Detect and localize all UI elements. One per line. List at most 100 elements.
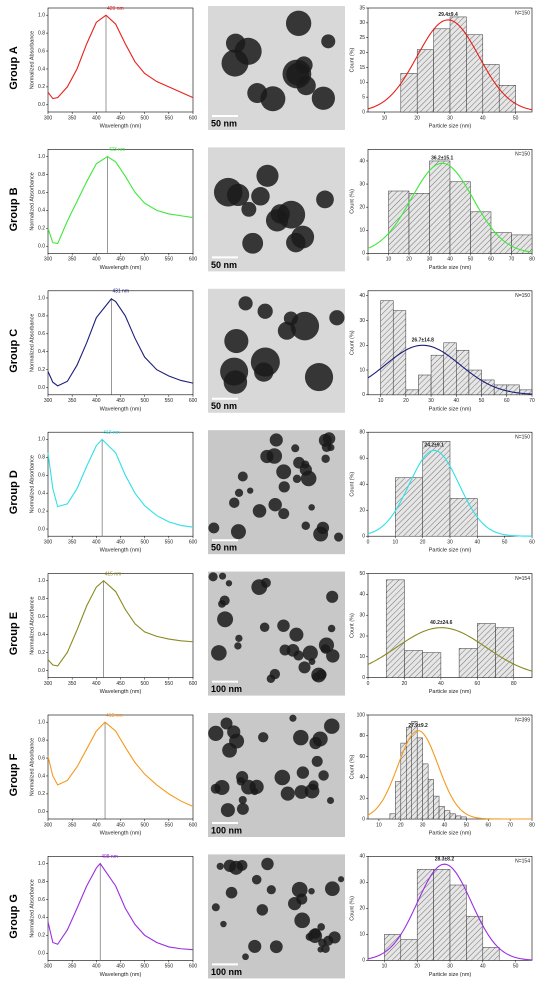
peak-label: 415 nm [105,571,122,577]
y-tick-label: 20 [359,205,365,211]
x-tick-label: 600 [189,540,198,546]
histogram-bar [449,498,478,537]
histogram-bar [449,884,467,961]
x-tick-label: 30 [427,257,433,263]
x-axis-label: Particle size (nm) [429,265,472,271]
y-tick-label: 0 [362,392,365,398]
y-axis-label: Count (%) [349,754,355,779]
n-label: N=150 [515,152,530,158]
particle [269,668,281,680]
group-label: Group A [8,46,20,90]
n-label: N=399 [515,717,530,723]
fit-curve [367,627,533,672]
y-axis-label: Count (%) [349,330,355,355]
spectrum-line [47,298,194,387]
x-axis-label: Wavelength (nm) [100,689,142,695]
plot-frame [367,714,533,820]
particle [236,802,249,815]
y-tick-label: 0.2 [38,933,45,939]
y-tick-label: 0.2 [38,226,45,232]
particle [311,667,327,683]
x-tick-label: 80 [529,822,535,828]
x-tick-label: 600 [189,257,198,263]
group-label: Group D [8,470,20,514]
particle [241,201,257,217]
x-tick-label: 300 [44,681,53,687]
histogram-bar [416,49,434,113]
histogram-bar [482,64,500,113]
y-tick-label: 0.6 [38,897,45,903]
x-tick-label: 40 [454,398,460,404]
particle [208,522,220,534]
particle [276,464,292,480]
scale-bar-label: 50 nm [211,260,237,270]
x-tick-label: 300 [44,540,53,546]
y-axis-label: Normalized Absorbance [29,596,35,654]
x-tick-label: 500 [140,822,149,828]
x-tick-label: 450 [116,681,125,687]
particle [217,611,234,628]
particle [318,770,329,781]
x-axis-label: Particle size (nm) [429,830,472,836]
x-axis-label: Particle size (nm) [429,123,472,129]
particle [274,769,291,786]
x-tick-label: 350 [68,822,77,828]
particle [278,481,290,493]
histogram-bar [380,300,394,396]
x-tick-label: 50 [513,115,519,121]
particle [259,622,270,633]
particle [283,311,298,326]
y-axis-label: Count (%) [349,472,355,497]
x-tick-label: 300 [44,257,53,263]
x-axis-label: Wavelength (nm) [100,830,142,836]
x-tick-label: 20 [398,822,404,828]
histogram-bar [416,737,423,820]
spectrum-line [47,14,194,100]
x-tick-label: 450 [116,964,125,970]
histogram-bar [429,160,451,254]
particle [238,795,247,805]
x-tick-label: 10 [376,822,382,828]
fit-curve [367,863,533,961]
histogram-bar [389,813,396,820]
x-tick-label: 350 [68,681,77,687]
y-tick-label: 40 [359,158,365,164]
histogram-bar [433,28,451,113]
histogram-bar [422,652,442,678]
particle [312,731,328,747]
peak-label: 420 nm [107,6,124,12]
y-tick-label: 1.0 [38,154,45,160]
particle [211,903,220,912]
y-tick-label: 1.0 [38,295,45,301]
particle [251,874,262,885]
x-tick-label: 60 [485,822,491,828]
y-tick-label: 0 [362,109,365,115]
y-tick-label: 80 [359,430,365,436]
particle [266,448,283,464]
fit-label: 29.4±9.4 [438,12,458,18]
x-tick-label: 500 [140,398,149,404]
particle [327,624,336,633]
particle [285,10,312,36]
histogram-bar [418,374,432,396]
peak-label: 431 nm [112,289,129,295]
x-tick-label: 10 [393,540,399,546]
histogram-bar [385,579,405,678]
particle [234,642,242,650]
x-tick-label: 70 [509,257,515,263]
particle [268,497,282,512]
x-tick-label: 400 [92,681,101,687]
y-axis-label: Normalized Absorbance [29,31,35,89]
particle [296,766,310,779]
y-tick-label: 0.8 [38,596,45,602]
y-tick-label: 100 [357,712,366,718]
x-tick-label: 10 [382,115,388,121]
x-tick-label: 600 [189,964,198,970]
particle [289,627,304,642]
particle [219,595,230,606]
histogram-bar [449,813,456,820]
scale-bar-label: 100 nm [211,967,242,977]
histogram-bar [470,211,492,254]
x-tick-label: 500 [140,115,149,121]
y-tick-label: 25 [359,35,365,41]
